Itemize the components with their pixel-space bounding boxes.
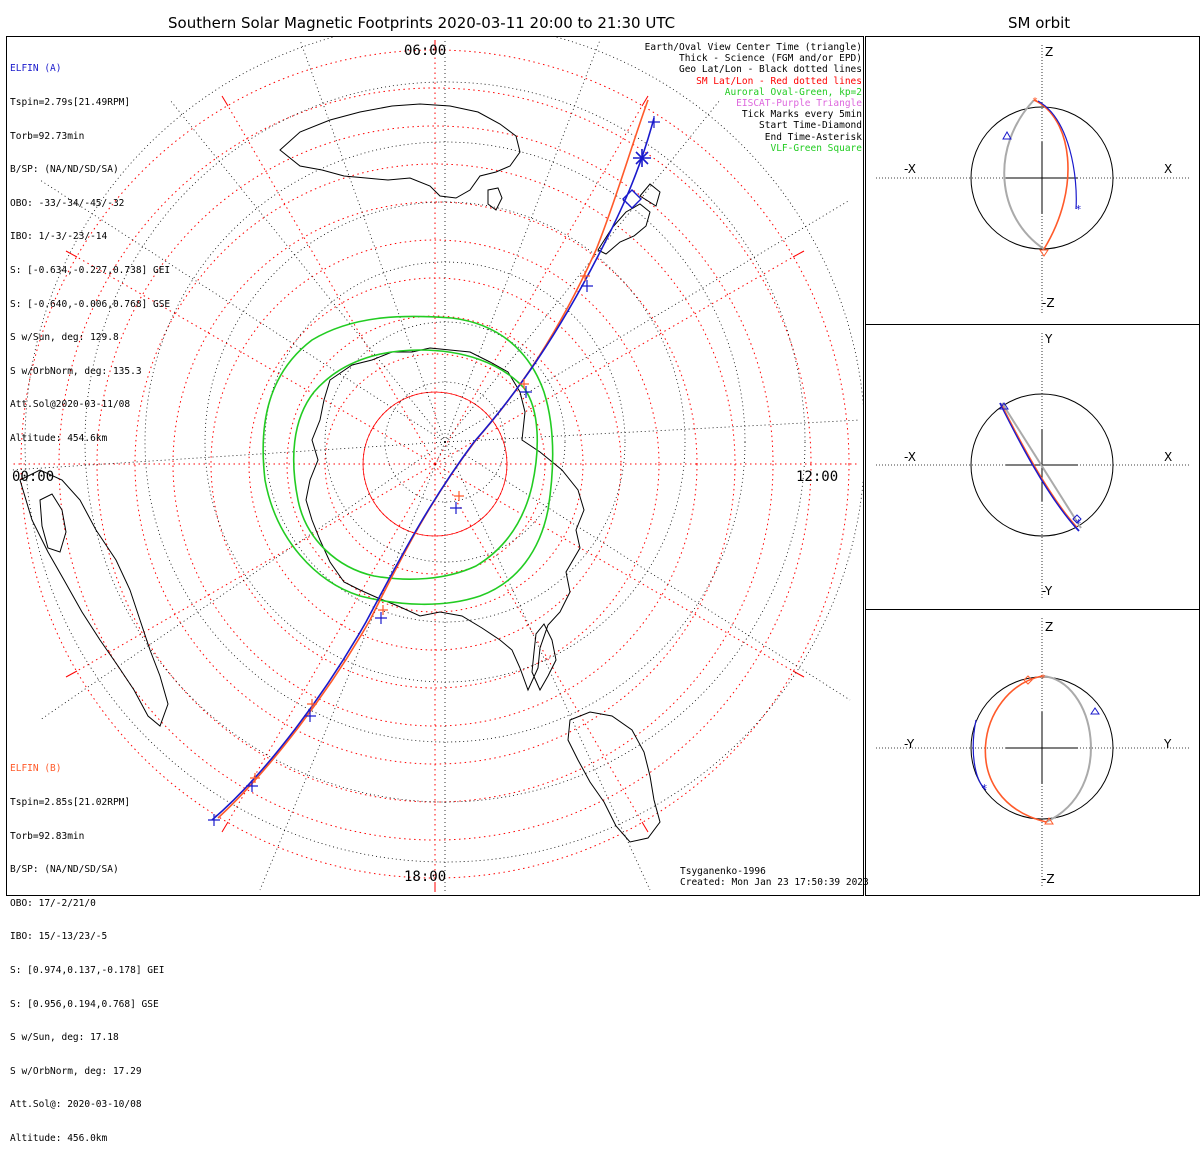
main-title: Southern Solar Magnetic Footprints 2020-… (168, 14, 676, 32)
legend-item: VLF-Green Square (770, 142, 862, 154)
orbit-plot-yz: * * (876, 618, 1189, 886)
legend-item: EISCAT-Purple Triangle (736, 97, 862, 109)
xz-top-label: Z (1045, 45, 1054, 59)
svg-text:*: * (1032, 96, 1038, 107)
elfin-b-line: S w/OrbNorm, deg: 17.29 (10, 1065, 142, 1077)
sm-orbit-title: SM orbit (1008, 14, 1071, 32)
elfin-a-line: IBO: 1/-3/-23/-14 (10, 231, 108, 243)
legend-item: Start Time-Diamond (759, 120, 862, 132)
orbit-plot-xz: * * (876, 45, 1189, 315)
elfin-b-line: Att.Sol@: 2020-03-10/08 (10, 1099, 142, 1111)
legend-item: SM Lat/Lon - Red dotted lines (696, 75, 862, 87)
xz-right-label: X (1164, 162, 1173, 176)
elfin-b-line: Torb=92.83min (10, 830, 85, 842)
elfin-b-ticks (250, 271, 590, 783)
auroral-ovals (262, 315, 554, 606)
xy-top-label: Y (1045, 332, 1053, 346)
elfin-a-line: B/SP: (NA/ND/SD/SA) (10, 164, 119, 176)
elfin-a-line: Torb=92.73min (10, 130, 85, 142)
xy-right-label: X (1164, 450, 1173, 464)
auroral-oval-inner (292, 349, 538, 580)
coastlines (19, 103, 661, 843)
elfin-a-line: OBO: -33/-34/-45/-32 (10, 197, 125, 209)
start-diamond (622, 189, 642, 209)
elfin-b-line: S: [0.974,0.137,-0.178] GEI (10, 964, 165, 976)
elfin-a-track (211, 117, 655, 821)
elfin-a-line: S w/OrbNorm, deg: 135.3 (10, 365, 142, 377)
geo-grid (11, 37, 863, 892)
sm-meridians (12, 40, 860, 892)
map-frame (6, 36, 864, 896)
yz-bottom-label: -Z (1042, 872, 1055, 886)
legend-item: Thick - Science (FGM and/or EPD) (678, 53, 862, 65)
legend-item: Earth/Oval View Center Time (triangle) (644, 42, 862, 53)
created-credit: Created: Mon Jan 23 17:50:39 2023 (680, 877, 869, 888)
elfin-b-line: IBO: 15/-13/23/-5 (10, 931, 108, 943)
elfin-a-line: Tspin=2.79s[21.49RPM] (10, 97, 131, 108)
new-zealand-coast (597, 203, 651, 255)
xz-bottom-label: -Z (1042, 296, 1055, 310)
antarctica-coast (305, 347, 585, 692)
xy-bottom-label: -Y (1042, 584, 1053, 598)
polar-map (11, 37, 863, 892)
legend-item: Auroral Oval-Green, kp=2 (724, 86, 862, 98)
yz-right-label: Y (1164, 737, 1172, 751)
elfin-b-line: Altitude: 456.0km (10, 1132, 108, 1144)
australia-coast (279, 103, 521, 199)
credit: Tsyganenko-1996 Created: Mon Jan 23 17:5… (680, 866, 869, 888)
end-asterisk (633, 149, 651, 167)
svg-text:*: * (981, 782, 988, 795)
elfin-a-line: S: [-0.640,-0.006,0.768] GSE (10, 298, 171, 310)
svg-text:*: * (1040, 673, 1046, 684)
svg-text:*: * (1075, 517, 1082, 530)
xz-left-label: -X (904, 162, 916, 176)
elfin-b-line: OBO: 17/-2/21/0 (10, 897, 96, 909)
legend-item: End Time-Asterisk (764, 131, 862, 143)
elfin-b-line: S w/Sun, deg: 17.18 (10, 1032, 119, 1044)
sm-center-circle (362, 391, 508, 537)
elfin-b-header: ELFIN (B) (10, 763, 62, 775)
sm-ticks (65, 40, 805, 892)
nz-north-coast (639, 183, 661, 207)
elfin-a-ticks (208, 116, 660, 826)
antarctic-peninsula (531, 623, 557, 692)
south-america-coast (567, 711, 661, 843)
elfin-b-line: B/SP: (NA/ND/SD/SA) (10, 864, 119, 876)
elfin-b-info: ELFIN (B) Tspin=2.85s[21.02RPM] Torb=92.… (10, 741, 164, 1155)
elfin-b-line: S: [0.956,0.194,0.768] GSE (10, 998, 159, 1010)
lt-right-label: 12:00 (796, 469, 839, 485)
lt-bottom-label: 18:00 (404, 869, 447, 885)
xy-left-label: -X (904, 450, 916, 464)
model-credit: Tsyganenko-1996 (680, 866, 766, 877)
legend: Earth/Oval View Center Time (triangle) T… (645, 42, 862, 154)
yz-left-label: -Y (904, 737, 915, 751)
lt-left-label: 00:00 (12, 469, 55, 485)
madagascar-coast (39, 493, 67, 553)
tasmania-coast (487, 187, 503, 211)
elfin-a-line: S w/Sun, deg: 129.8 (10, 332, 119, 344)
elfin-a-line: S: [-0.634,-0.227,0.738] GEI (10, 264, 171, 276)
orbit-plot-xy: * (876, 333, 1189, 600)
elfin-a-line: Altitude: 454.6km (10, 432, 108, 444)
elfin-b-line: Tspin=2.85s[21.02RPM] (10, 797, 131, 808)
lt-top-label: 06:00 (404, 43, 447, 59)
yz-top-label: Z (1045, 620, 1054, 634)
elfin-a-info: ELFIN (A) Tspin=2.79s[21.49RPM] Torb=92.… (10, 41, 170, 455)
elfin-a-header: ELFIN (A) (10, 63, 62, 75)
auroral-oval-outer (262, 315, 554, 606)
elfin-a-line: Att.Sol@2020-03-11/08 (10, 399, 131, 411)
legend-item: Geo Lat/Lon - Black dotted lines (678, 64, 862, 76)
svg-text:*: * (1075, 203, 1082, 216)
legend-item: Tick Marks every 5min (741, 109, 862, 121)
africa-coast (19, 469, 169, 727)
